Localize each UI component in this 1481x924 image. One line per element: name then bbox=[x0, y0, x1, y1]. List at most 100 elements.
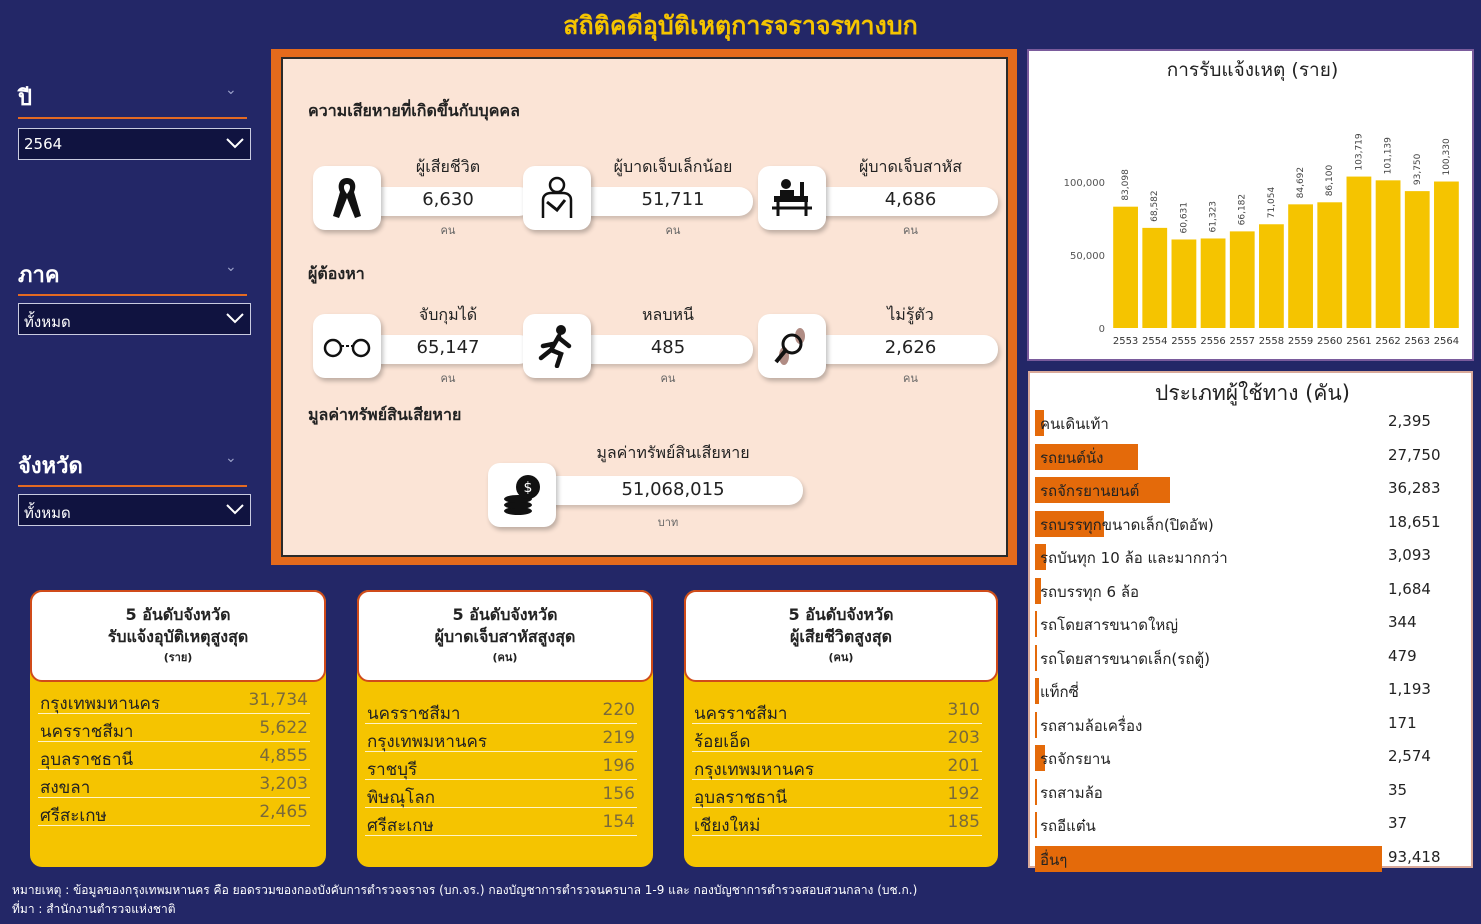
bar-2564[interactable] bbox=[1434, 181, 1459, 328]
table-row[interactable]: กรุงเทพมหานคร 219 bbox=[365, 724, 637, 752]
bar-2553[interactable] bbox=[1113, 206, 1138, 328]
road-user-bar bbox=[1035, 544, 1047, 570]
chevron-down-icon[interactable]: ⌄ bbox=[225, 259, 237, 275]
bar-2563[interactable] bbox=[1404, 191, 1430, 328]
road-user-name: รถจักรยาน bbox=[1040, 750, 1111, 768]
bar-2554[interactable] bbox=[1142, 227, 1168, 328]
top5-serious-title1: 5 อันดับจังหวัด bbox=[452, 605, 558, 624]
chevron-down-icon[interactable]: ⌄ bbox=[225, 82, 237, 98]
bar-2560[interactable] bbox=[1317, 202, 1343, 328]
footnote-remark: หมายเหตุ : ข้อมูลของกรุงเทพมหานคร คือ ยอ… bbox=[12, 883, 918, 897]
y-tick-label: 50,000 bbox=[1070, 251, 1105, 262]
road-user-row[interactable]: อื่นๆ 93,418 bbox=[1030, 843, 1475, 872]
road-user-bar bbox=[1035, 510, 1105, 537]
road-user-name: รถอีแต๋น bbox=[1040, 817, 1096, 835]
road-user-name: รถจักรยานยนต์ bbox=[1040, 482, 1140, 500]
minor-injuries-unit: คน bbox=[665, 224, 681, 237]
table-row[interactable]: กรุงเทพมหานคร 31,734 bbox=[38, 686, 310, 714]
arrested-unit: คน bbox=[440, 372, 456, 385]
x-tick-label: 2557 bbox=[1230, 336, 1255, 347]
table-row[interactable]: เชียงใหม่ 185 bbox=[692, 808, 982, 836]
road-user-row[interactable]: รถอีแต๋น 37 bbox=[1030, 809, 1475, 838]
table-row[interactable]: พิษณุโลก 156 bbox=[365, 780, 637, 808]
road-user-value: 344 bbox=[1388, 613, 1417, 631]
data-label: 83,098 bbox=[1121, 169, 1131, 201]
footnote-source: ที่มา : สำนักงานตำรวจแห่งชาติ bbox=[12, 902, 176, 916]
top5-serious-title2: ผู้บาดเจ็บสาหัสสูงสุด bbox=[434, 627, 576, 646]
top5-reports-title2: รับแจ้งอุบัติเหตุสูงสุด bbox=[107, 627, 249, 646]
table-row[interactable]: ราชบุรี 196 bbox=[365, 752, 637, 780]
province-name: อุบลราชธานี bbox=[694, 788, 788, 808]
bar-2562[interactable] bbox=[1375, 180, 1401, 328]
table-row[interactable]: ร้อยเอ็ด 203 bbox=[692, 724, 982, 752]
table-row[interactable]: สงขลา 3,203 bbox=[38, 770, 310, 798]
province-value: 156 bbox=[602, 784, 635, 804]
table-row[interactable]: ศรีสะเกษ 2,465 bbox=[38, 798, 310, 826]
table-row[interactable]: อุบลราชธานี 192 bbox=[692, 780, 982, 808]
road-user-row[interactable]: รถยนต์นั่ง 27,750 bbox=[1030, 441, 1475, 470]
table-row[interactable]: อุบลราชธานี 4,855 bbox=[38, 742, 310, 770]
province-name: เชียงใหม่ bbox=[694, 816, 761, 836]
x-tick-label: 2564 bbox=[1434, 336, 1459, 347]
province-name: สงขลา bbox=[40, 778, 91, 798]
road-user-row[interactable]: รถบันทุก 10 ล้อ และมากกว่า 3,093 bbox=[1030, 541, 1475, 570]
road-user-row[interactable]: รถจักรยานยนต์ 36,283 bbox=[1030, 474, 1475, 503]
road-user-row[interactable]: รถบรรทุก 6 ล้อ 1,684 bbox=[1030, 575, 1475, 604]
serious-injuries-unit: คน bbox=[903, 224, 918, 237]
province-dropdown[interactable]: ทั้งหมด bbox=[18, 494, 251, 526]
bar-2559[interactable] bbox=[1288, 204, 1313, 328]
province-value: 4,855 bbox=[259, 746, 308, 766]
table-row[interactable]: ศรีสะเกษ 154 bbox=[365, 808, 637, 836]
province-name: นครราชสีมา bbox=[40, 722, 134, 742]
minor-injuries-label: ผู้บาดเจ็บเล็กน้อย bbox=[613, 157, 733, 176]
road-user-row[interactable]: รถโดยสารขนาดเล็ก(รถตู้) 479 bbox=[1030, 642, 1475, 671]
table-row[interactable]: นครราชสีมา 5,622 bbox=[38, 714, 310, 742]
slicer-divider bbox=[18, 485, 247, 487]
road-user-name: รถบรรทุก 6 ล้อ bbox=[1040, 582, 1140, 601]
slicer-province: จังหวัด ⌄ ทั้งหมด bbox=[18, 448, 251, 526]
slicer-divider bbox=[18, 117, 247, 119]
bar-2555[interactable] bbox=[1171, 239, 1197, 328]
dropdown-caret-icon bbox=[226, 504, 244, 515]
data-label: 68,582 bbox=[1150, 190, 1160, 222]
bar-2557[interactable] bbox=[1229, 231, 1255, 328]
province-name: อุบลราชธานี bbox=[40, 750, 134, 770]
road-user-bar bbox=[1035, 678, 1040, 704]
region-dropdown[interactable]: ทั้งหมด bbox=[18, 303, 251, 335]
year-dropdown-value: 2564 bbox=[24, 135, 63, 153]
dropdown-caret-icon bbox=[226, 138, 244, 149]
road-user-row[interactable]: รถสามล้อ 35 bbox=[1030, 776, 1475, 805]
bar-2556[interactable] bbox=[1200, 238, 1226, 328]
road-user-row[interactable]: แท็กซี่ 1,193 bbox=[1030, 675, 1475, 704]
road-user-row[interactable]: รถบรรทุกขนาดเล็ก(ปิดอัพ) 18,651 bbox=[1030, 508, 1475, 537]
top5-serious-unit: (คน) bbox=[492, 651, 518, 664]
road-user-name: รถโดยสารขนาดใหญ่ bbox=[1040, 616, 1179, 634]
road-user-value: 171 bbox=[1388, 713, 1417, 732]
province-value: 196 bbox=[602, 756, 635, 776]
road-user-row[interactable]: รถสามล้อเครื่อง 171 bbox=[1030, 709, 1475, 738]
slicer-province-label: จังหวัด bbox=[18, 454, 83, 479]
black-ribbon-icon bbox=[313, 166, 381, 230]
road-user-value: 27,750 bbox=[1388, 445, 1441, 464]
table-row[interactable]: นครราชสีมา 220 bbox=[365, 696, 637, 724]
road-user-value: 2,395 bbox=[1388, 412, 1431, 430]
chevron-down-icon[interactable]: ⌄ bbox=[225, 450, 237, 466]
year-dropdown[interactable]: 2564 bbox=[18, 128, 251, 160]
road-user-bar bbox=[1035, 644, 1037, 671]
handcuffs-icon bbox=[313, 314, 381, 378]
data-label: 100,330 bbox=[1442, 138, 1452, 175]
slicer-year-label: ปี bbox=[18, 86, 32, 111]
injured-person-icon bbox=[523, 166, 591, 230]
serious-injuries-value: 4,686 bbox=[884, 189, 937, 210]
road-user-row[interactable]: รถจักรยาน 2,574 bbox=[1030, 742, 1475, 771]
road-user-row[interactable]: รถโดยสารขนาดใหญ่ 344 bbox=[1030, 608, 1475, 637]
arrested-label: จับกุมได้ bbox=[418, 305, 478, 324]
x-tick-label: 2563 bbox=[1405, 336, 1430, 347]
running-person-icon bbox=[523, 314, 591, 378]
bar-2558[interactable] bbox=[1259, 224, 1284, 328]
road-user-row[interactable]: คนเดินเท้า 2,395 bbox=[1030, 407, 1475, 436]
table-row[interactable]: กรุงเทพมหานคร 201 bbox=[692, 752, 982, 780]
data-label: 103,719 bbox=[1354, 133, 1364, 170]
bar-2561[interactable] bbox=[1346, 176, 1372, 328]
table-row[interactable]: นครราชสีมา 310 bbox=[692, 696, 982, 724]
